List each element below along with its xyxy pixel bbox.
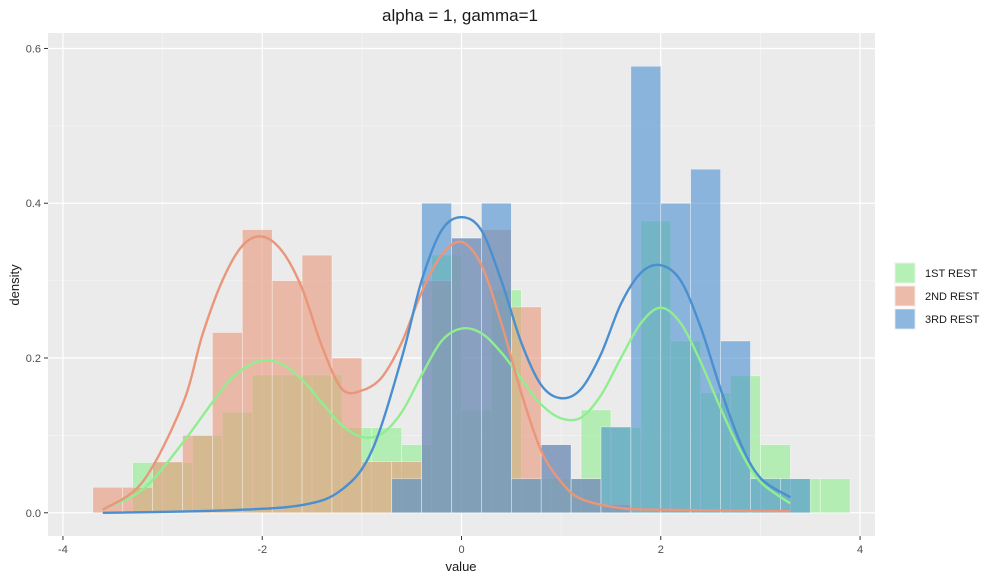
y-tick-label: 0.0 (26, 508, 41, 520)
histogram-bar (182, 435, 213, 514)
density-curve-1 (102, 306, 792, 511)
density-curve-3 (102, 215, 791, 514)
series-bars-3 (391, 65, 811, 514)
histogram-bar (361, 461, 393, 514)
histogram-bar (152, 461, 183, 514)
y-tick-label: 0.2 (26, 353, 41, 365)
histogram-bar (451, 237, 482, 514)
x-tick-label: 2 (658, 544, 664, 556)
y-tick-label: 0.6 (26, 43, 41, 55)
y-tick-label: 0.4 (26, 198, 41, 210)
histogram-bar (630, 65, 662, 514)
x-axis: -4 -2 0 2 4 (58, 536, 863, 556)
histogram-bar (540, 444, 572, 514)
legend-label: 1ST REST (925, 268, 978, 280)
histogram-bar (391, 478, 422, 514)
histogram-bar (819, 478, 851, 514)
x-tick-label: -4 (58, 544, 68, 556)
legend-label: 3RD REST (925, 314, 980, 326)
density-curve-2 (102, 235, 791, 513)
x-tick-label: 4 (857, 544, 863, 556)
legend: 1ST REST 2ND REST 3RD REST (894, 262, 980, 330)
histogram-bar (241, 229, 273, 514)
histogram-bar (511, 478, 542, 514)
legend-swatch (894, 308, 916, 330)
histogram-bar (421, 202, 452, 514)
x-tick-label: 0 (458, 544, 464, 556)
histogram-bar (600, 426, 632, 514)
density-curves (102, 215, 792, 514)
histogram-bar (271, 280, 303, 514)
histogram-bar (660, 202, 691, 514)
x-axis-label: value (445, 559, 476, 574)
histogram-bars (92, 65, 851, 514)
legend-item: 3RD REST (894, 308, 980, 330)
chart-title: alpha = 1, gamma=1 (382, 6, 538, 25)
y-axis-label: density (7, 264, 22, 306)
y-axis: 0.0 0.2 0.4 0.6 (26, 43, 48, 520)
histogram-bar (780, 478, 811, 514)
histogram-bar (92, 486, 124, 514)
legend-item: 2ND REST (894, 285, 980, 307)
histogram-bar (212, 332, 243, 514)
x-tick-label: -2 (257, 544, 267, 556)
histogram-bar (720, 340, 751, 514)
legend-label: 2ND REST (925, 291, 980, 303)
legend-swatch (894, 262, 916, 284)
legend-item: 1ST REST (894, 262, 978, 284)
legend-swatch (894, 285, 916, 307)
